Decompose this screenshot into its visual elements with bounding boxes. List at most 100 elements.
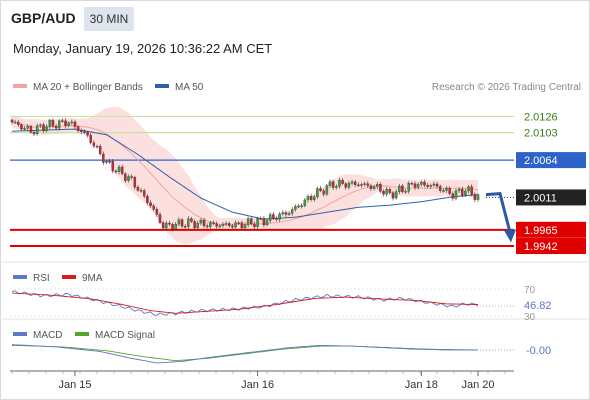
candle-body (250, 218, 253, 225)
candle-body (294, 206, 297, 210)
rsi-ma-line (11, 292, 478, 314)
candle-body (281, 212, 285, 215)
candle-body (316, 188, 319, 197)
macd-panel: -0.00 (11, 344, 551, 364)
x-tick-label: Jan 15 (58, 379, 91, 391)
candle-body (165, 222, 168, 229)
candle-body (253, 223, 256, 227)
candle-body (155, 209, 159, 215)
symbol-title: GBP/AUD (11, 10, 76, 26)
candle-body (325, 185, 329, 195)
candle-body (246, 218, 250, 225)
pivot-label: 2.0064 (524, 155, 558, 167)
candle-body (73, 121, 77, 127)
candle-body (284, 212, 288, 215)
candle-body (256, 218, 259, 227)
candle-body (338, 179, 341, 187)
candle-body (391, 192, 395, 199)
candle-body (42, 124, 45, 131)
candle-body (120, 166, 124, 174)
candle-body (193, 221, 196, 229)
candle-body (297, 205, 300, 208)
candle-body (363, 183, 366, 185)
candle-body (102, 153, 105, 163)
candle-body (190, 218, 193, 222)
candle-body (133, 177, 137, 188)
candle-body (464, 190, 467, 196)
candle-body (17, 121, 20, 125)
candle-body (20, 124, 23, 130)
candle-body (385, 189, 388, 195)
candle-body (215, 223, 218, 227)
candle-body (265, 220, 269, 226)
candle-body (111, 161, 115, 172)
candle-body (218, 225, 222, 227)
macd-legend-swatch (13, 332, 27, 336)
candle-body (224, 223, 228, 225)
candle-body (262, 218, 266, 226)
candle-body (183, 226, 187, 228)
candle-body (209, 222, 212, 227)
candle-body (70, 121, 74, 124)
candle-body (35, 125, 39, 134)
candle-body (86, 132, 89, 136)
candle-body (457, 188, 461, 191)
candle-body (290, 209, 294, 214)
forecast-arrow-head (504, 229, 516, 243)
ma50-line (11, 128, 479, 220)
candle-body (212, 222, 215, 224)
timeframe-badge[interactable]: 30 MIN (84, 7, 134, 31)
candle-body (268, 214, 272, 221)
candle-body (76, 126, 80, 131)
candle-body (205, 225, 209, 228)
candle-body (171, 224, 174, 230)
rsi-line (11, 290, 479, 316)
candle-body (228, 223, 231, 227)
candle-body (445, 188, 448, 191)
candle-body (92, 142, 96, 147)
rsi-legend-swatch (13, 275, 27, 279)
rsi-ma-legend-swatch (62, 275, 76, 279)
candle-body (80, 130, 83, 132)
candle-body (89, 135, 92, 143)
candle-body (221, 223, 225, 226)
candle-body (331, 181, 335, 188)
support-label: 1.9965 (524, 225, 558, 237)
candle-body (328, 181, 332, 186)
ma20-legend-swatch (13, 84, 27, 88)
candle-body (388, 189, 392, 193)
candle-body (353, 181, 357, 186)
candle-body (423, 181, 426, 186)
candle-body (275, 218, 278, 220)
candle-body (398, 185, 401, 192)
candle-body (375, 184, 379, 187)
candle-body (202, 219, 206, 227)
candle-body (54, 125, 58, 129)
candle-body (83, 131, 86, 133)
chart-datetime: Monday, January 19, 2026 10:36:22 AM CET (13, 41, 273, 56)
candle-body (454, 190, 458, 199)
candle-body (23, 128, 26, 130)
candle-body (127, 176, 130, 181)
candle-body (451, 193, 455, 199)
candle-body (322, 190, 325, 195)
candle-body (372, 186, 376, 189)
candle-body (461, 188, 464, 196)
candle-body (429, 185, 433, 187)
candle-body (177, 219, 181, 225)
ma20-line (12, 121, 479, 226)
candle-body (404, 191, 407, 193)
rsi-current-label: 46.82 (524, 300, 552, 312)
candle-body (420, 181, 423, 185)
candle-body (158, 214, 162, 223)
candle-body (313, 196, 316, 200)
bollinger-band (12, 106, 478, 244)
candle-body (26, 126, 29, 129)
rsi-ma-legend-label: 9MA (82, 273, 103, 284)
macd-signal-legend-swatch (75, 332, 89, 336)
candle-body (473, 194, 477, 200)
candle-body (136, 187, 140, 191)
candle-body (401, 185, 404, 192)
candle-body (300, 205, 303, 207)
